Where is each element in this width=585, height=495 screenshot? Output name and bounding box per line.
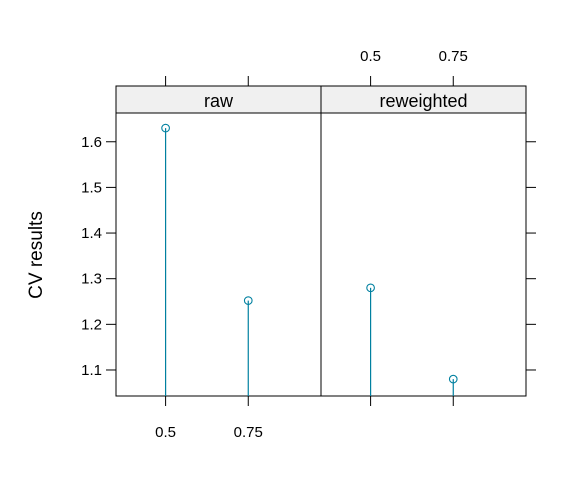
- x-tick-label-top-0: 0.5: [360, 48, 381, 65]
- y-axis-title: CV results: [26, 211, 47, 299]
- x-tick-label-bottom-1: 0.75: [234, 424, 263, 441]
- y-tick-label-2: 1.3: [81, 271, 102, 288]
- y-tick-label-0: 1.1: [81, 362, 102, 379]
- panel-frame-raw: [115, 112, 322, 397]
- y-tick-label-1: 1.2: [81, 316, 102, 333]
- point-reweighted-0: [366, 283, 375, 293]
- point-reweighted-1: [448, 374, 458, 384]
- y-axis-layer: 1.1 1.2 1.3 1.4 1.5 1.6: [81, 134, 536, 379]
- y-tick-label-5: 1.6: [81, 134, 102, 151]
- x-tick-label-bottom-0: 0.5: [155, 424, 176, 441]
- strip-label-reweighted: reweighted: [379, 91, 467, 111]
- panels-layer: raw reweighted: [115, 85, 527, 397]
- panel-reweighted: reweighted: [320, 85, 527, 397]
- point-raw-1: [243, 296, 253, 305]
- y-tick-label-3: 1.4: [81, 225, 102, 242]
- strip-raw: [115, 85, 322, 114]
- panel-frame-reweighted: [320, 112, 527, 397]
- strip-label-raw: raw: [204, 91, 234, 111]
- point-raw-0: [161, 123, 170, 133]
- panel-raw: raw: [115, 85, 322, 397]
- y-tick-label-4: 1.5: [81, 179, 102, 196]
- x-tick-label-top-1: 0.75: [439, 48, 468, 65]
- strip-reweighted: [320, 85, 527, 114]
- x-axis-layer: 0.5 0.75 0.5 0.75: [155, 48, 468, 441]
